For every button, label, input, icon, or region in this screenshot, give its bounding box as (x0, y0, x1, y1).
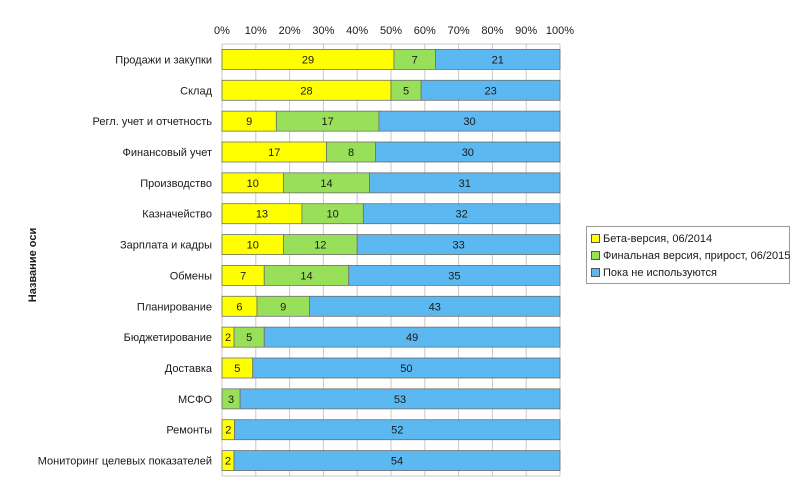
legend-item: Пока не используются (591, 264, 789, 281)
category-labels: Продажи и закупки Склад Регл. учет и отчет… (38, 54, 213, 467)
legend-item: Финальная версия, прирост, 06/2015 (591, 247, 791, 264)
x-tick-label: 0% (214, 25, 230, 37)
data-label: 30 (463, 116, 475, 128)
data-label: 8 (348, 147, 354, 159)
data-label: 10 (326, 209, 338, 221)
category-label: Финансовый учет (123, 147, 213, 159)
data-label: 28 (300, 85, 312, 97)
bar-segment (375, 141, 561, 163)
bar-segment (356, 234, 561, 255)
x-tick-label: 90% (515, 25, 537, 37)
category-label: Зарплата и кадры (120, 240, 212, 252)
data-label: 54 (391, 456, 403, 468)
data-label: 5 (234, 363, 240, 375)
legend-swatch (591, 251, 600, 260)
data-label: 2 (225, 332, 231, 344)
bar-segment (252, 357, 561, 379)
data-label: 17 (268, 147, 280, 159)
bar-segment (378, 110, 561, 132)
data-label: 6 (236, 301, 242, 313)
x-tick-label: 30% (312, 25, 334, 37)
bar-segment (233, 450, 561, 471)
x-tick-label: 40% (346, 25, 368, 37)
category-label: Продажи и закупки (115, 54, 212, 66)
legend-item: Бета-версия, 06/2014 (591, 230, 789, 247)
data-label: 31 (459, 178, 471, 190)
legend-swatch (591, 268, 600, 277)
data-label: 14 (320, 178, 332, 190)
data-label: 35 (448, 270, 460, 282)
data-label: 7 (412, 54, 418, 66)
category-label: Ремонты (166, 425, 212, 437)
bar-segment (348, 265, 561, 286)
category-label: Доставка (165, 363, 213, 375)
legend-label: Бета-версия, 06/2014 (603, 232, 713, 245)
category-label: Мониторинг целевых показателей (38, 456, 212, 468)
data-label: 9 (246, 116, 252, 128)
bar-segment (234, 419, 561, 441)
category-label: МСФО (178, 394, 212, 406)
data-label: 50 (400, 363, 412, 375)
data-label: 29 (302, 54, 314, 66)
data-label: 9 (280, 301, 286, 313)
data-label: 5 (246, 332, 252, 344)
data-label: 12 (314, 240, 326, 252)
data-label: 10 (247, 178, 259, 190)
bar-segment (435, 49, 561, 70)
bar-segment (309, 295, 561, 317)
data-label: 43 (429, 301, 441, 313)
data-label: 2 (225, 425, 231, 437)
gridlines (221, 43, 561, 477)
data-label: 33 (452, 240, 464, 252)
data-label: 30 (462, 147, 474, 159)
data-label: 3 (228, 394, 234, 406)
data-label: 49 (406, 332, 418, 344)
x-tick-label: 20% (279, 25, 301, 37)
y-axis-title: Название оси (27, 228, 39, 302)
category-label: Казначейство (142, 209, 212, 221)
category-label: Обмены (170, 270, 212, 282)
x-axis-ticks: 0% 10% 20% 30% 40% 50% 60% 70% 80% 90% 100% (214, 25, 574, 37)
data-label: 52 (391, 425, 403, 437)
bar-segment (362, 203, 561, 225)
x-tick-label: 80% (481, 25, 503, 37)
x-tick-label: 70% (448, 25, 470, 37)
data-label: 13 (256, 209, 268, 221)
bar-segment (263, 326, 561, 348)
bar-segment (420, 79, 561, 101)
data-label: 10 (247, 240, 259, 252)
data-label: 2 (225, 456, 231, 468)
legend-swatch (591, 234, 600, 243)
legend-label: Финальная версия, прирост, 06/2015 (603, 249, 791, 262)
category-label: Производство (140, 178, 212, 190)
data-label: 7 (240, 270, 246, 282)
category-label: Планирование (137, 301, 212, 313)
data-label: 21 (492, 54, 504, 66)
x-tick-label: 50% (380, 25, 402, 37)
legend: Бета-версия, 06/2014 Финальная версия, пр… (586, 226, 790, 284)
data-label: 5 (403, 85, 409, 97)
bar-segment (239, 388, 561, 410)
category-label: Склад (180, 85, 212, 97)
category-label: Регл. учет и отчетность (93, 116, 213, 128)
data-label: 23 (484, 85, 496, 97)
bar-segment (369, 172, 561, 194)
x-tick-label: 10% (245, 25, 267, 37)
x-tick-label: 100% (546, 25, 574, 37)
data-label: 32 (456, 209, 468, 221)
x-tick-label: 60% (414, 25, 436, 37)
data-label: 53 (394, 394, 406, 406)
data-label: 14 (300, 270, 312, 282)
data-label: 17 (322, 116, 334, 128)
legend-label: Пока не используются (603, 266, 717, 279)
category-label: Бюджетирование (124, 332, 212, 344)
